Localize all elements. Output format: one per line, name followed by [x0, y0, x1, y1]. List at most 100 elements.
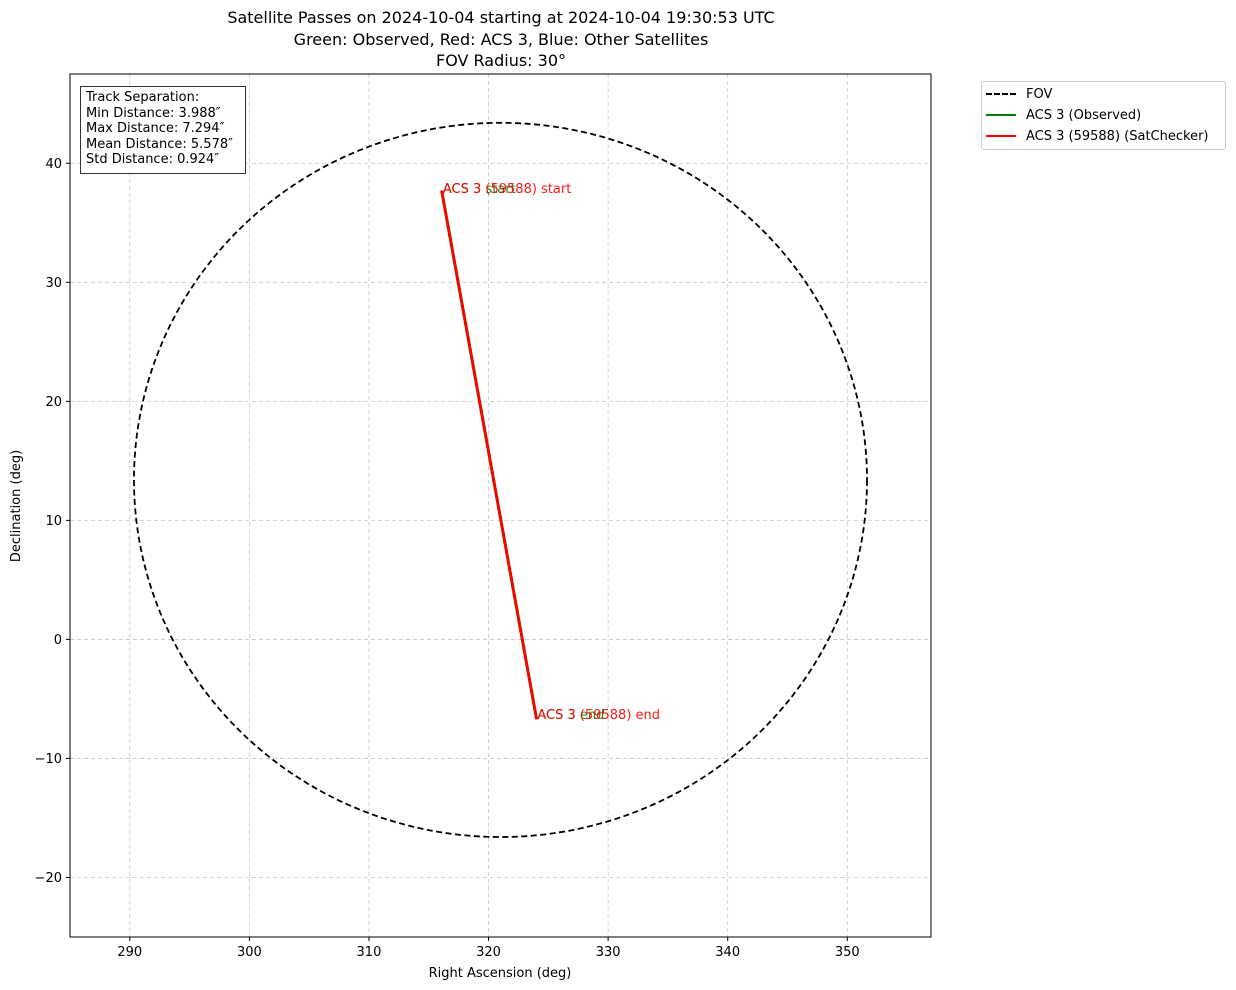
satchecker-track-point: [512, 593, 516, 597]
satchecker-track-point: [462, 313, 466, 317]
satchecker-track-point: [481, 418, 485, 422]
satchecker-track-point: [498, 514, 502, 518]
satchecker-track-point: [534, 716, 538, 720]
satchecker-track-point: [489, 462, 493, 466]
y-tick-label: 40: [45, 157, 62, 172]
satchecker-track-point: [501, 532, 505, 536]
y-tick-label: 10: [45, 514, 62, 529]
satchecker-track-point: [530, 690, 534, 694]
satchecker-track-point: [474, 383, 479, 387]
satchecker-track-point: [448, 234, 452, 238]
satchecker-track-point: [471, 365, 475, 369]
legend-swatch-observed: [986, 114, 1016, 116]
plot-frame: [69, 73, 932, 938]
satchecker-track-point: [467, 339, 471, 343]
x-tick-label: 350: [835, 945, 860, 960]
satchecker-track-point: [514, 602, 518, 606]
fov-circle: [133, 121, 868, 838]
satchecker-track-point: [452, 260, 457, 264]
y-axis-ticks: −20 −10 0 10 20 30 40: [35, 157, 70, 886]
satchecker-track-point: [531, 698, 535, 703]
min-distance: Min Distance: 3.988″: [86, 105, 221, 121]
legend-label-satchecker: ACS 3 (59588) (SatChecker): [1026, 128, 1209, 144]
satchecker-track-point: [457, 286, 461, 290]
satchecker-track-point: [496, 505, 501, 510]
satchecker-track-point: [473, 374, 477, 378]
satchecker-track-point: [479, 409, 483, 413]
x-tick-label: 330: [596, 945, 621, 960]
satchecker-track-point: [454, 269, 458, 273]
satchecker-track-point: [490, 470, 494, 475]
satchecker-track-point: [506, 558, 510, 562]
satchecker-track-point: [449, 242, 453, 247]
satchecker-track-point: [515, 611, 520, 615]
track-label: ACS 3 (59588) end: [537, 708, 660, 723]
satchecker-track-point: [440, 190, 444, 194]
satchecker-track-point: [503, 540, 507, 545]
satchecker-track-point: [476, 391, 480, 396]
satchecker-track-point: [456, 277, 460, 282]
satchecker-track-point: [441, 199, 446, 203]
satchecker-track-point: [493, 488, 498, 492]
y-tick-label: −10: [35, 752, 62, 767]
satchecker-track-point: [517, 619, 521, 624]
satchecker-track-point: [509, 576, 513, 580]
satchecker-track-point: [511, 584, 515, 589]
legend-swatch-satchecker: [986, 135, 1016, 137]
track-label: ACS 3 end: [537, 708, 604, 723]
satchecker-track-point: [446, 225, 450, 229]
satchecker-track-point: [528, 681, 532, 685]
satchecker-track-point: [484, 435, 488, 439]
max-distance: Max Distance: 7.294″: [86, 121, 225, 136]
satchecker-track-point: [470, 356, 474, 361]
legend: FOV ACS 3 (Observed) ACS 3 (59588) (SatC…: [981, 81, 1226, 150]
satchecker-track-point: [492, 479, 496, 483]
satchecker-track-point: [465, 330, 469, 334]
legend-label-fov: FOV: [1026, 86, 1053, 102]
std-distance: Std Distance: 0.924″: [86, 152, 220, 167]
y-tick-label: −20: [35, 871, 62, 886]
chart-title-line-2: Green: Observed, Red: ACS 3, Blue: Other…: [293, 30, 709, 49]
grid: [70, 74, 931, 937]
satchecker-track-point: [495, 497, 499, 501]
satchecker-track-point: [519, 628, 523, 632]
satchecker-track-point: [526, 672, 531, 676]
track-separation-heading: Track Separation:: [86, 90, 200, 105]
satchecker-track-point: [478, 400, 482, 404]
y-tick-label: 0: [54, 633, 62, 648]
satchecker-track-point: [522, 646, 526, 650]
legend-label-observed: ACS 3 (Observed): [1026, 107, 1142, 123]
satchecker-track-point: [504, 549, 509, 553]
satchecker-track-point: [459, 295, 463, 299]
mean-distance: Mean Distance: 5.578″: [86, 136, 233, 152]
x-tick-label: 300: [237, 945, 262, 960]
x-axis-label: Right Ascension (deg): [429, 966, 572, 981]
legend-item-fov: FOV: [986, 84, 1052, 104]
legend-swatch-fov: [986, 93, 1016, 95]
satchecker-track-point: [508, 567, 512, 571]
x-tick-label: 340: [715, 945, 740, 960]
satchecker-track-point: [520, 637, 524, 641]
track-label: ACS 3 start: [443, 182, 516, 197]
satchecker-track-point: [500, 523, 504, 527]
fov-ellipse: [133, 121, 868, 838]
x-tick-label: 320: [476, 945, 501, 960]
legend-item-observed: ACS 3 (Observed): [986, 105, 1141, 125]
x-axis-ticks: 290 300 310 320 330 340 350: [117, 937, 860, 960]
satchecker-track-point: [482, 427, 487, 431]
satchecker-track-point: [533, 707, 537, 711]
satchecker-track-point: [487, 453, 491, 457]
tracks: [440, 190, 538, 720]
satchecker-track-point: [445, 216, 449, 220]
x-tick-label: 290: [117, 945, 142, 960]
y-axis-label: Declination (deg): [9, 450, 24, 562]
satchecker-track-point: [523, 654, 527, 659]
satchecker-track-point: [443, 207, 447, 211]
track-label: ACS 3 (59588) start: [443, 182, 571, 197]
satchecker-track-point: [451, 251, 455, 255]
satchecker-track-point: [485, 444, 490, 448]
y-tick-label: 20: [45, 395, 62, 410]
satchecker-track-point: [468, 348, 472, 352]
satchecker-track-point: [460, 304, 464, 308]
